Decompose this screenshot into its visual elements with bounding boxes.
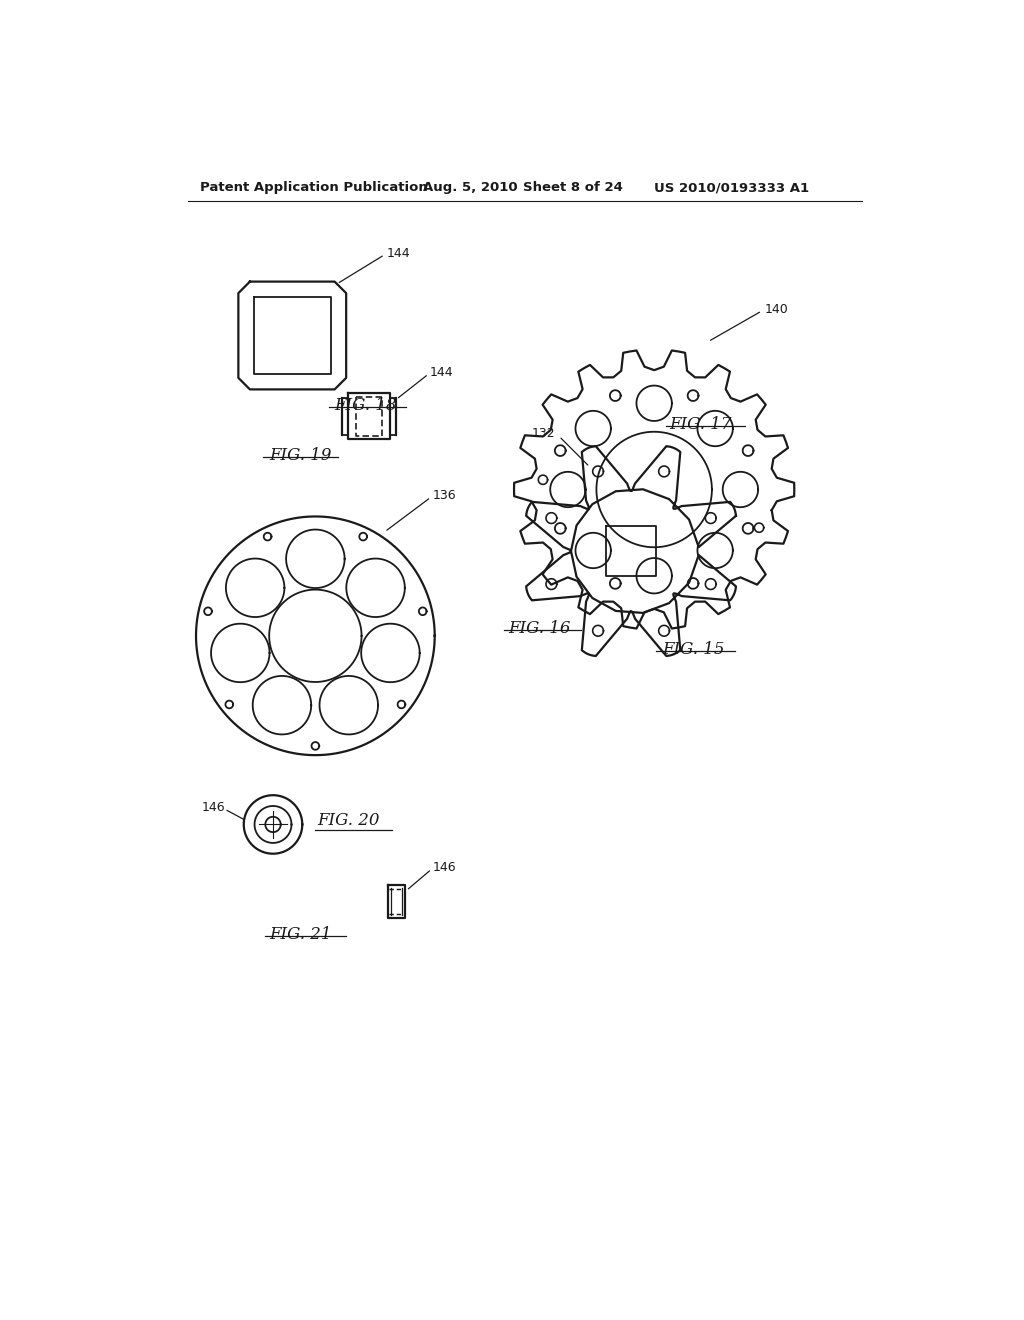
Text: FIG. 20: FIG. 20 xyxy=(317,812,380,829)
Text: FIG. 19: FIG. 19 xyxy=(269,447,332,465)
Text: FIG. 21: FIG. 21 xyxy=(269,927,332,942)
Text: 144: 144 xyxy=(386,247,410,260)
Text: 146: 146 xyxy=(433,861,457,874)
Text: 140: 140 xyxy=(764,302,788,315)
Text: FIG. 15: FIG. 15 xyxy=(662,642,724,659)
Text: FIG. 18: FIG. 18 xyxy=(335,397,397,414)
Text: Patent Application Publication: Patent Application Publication xyxy=(200,181,428,194)
Text: Aug. 5, 2010: Aug. 5, 2010 xyxy=(423,181,518,194)
Text: FIG. 16: FIG. 16 xyxy=(508,620,570,638)
Text: Sheet 8 of 24: Sheet 8 of 24 xyxy=(523,181,624,194)
Text: 146: 146 xyxy=(202,801,225,814)
Text: 144: 144 xyxy=(430,366,454,379)
Text: 136: 136 xyxy=(433,490,457,502)
Text: 132: 132 xyxy=(532,428,556,441)
Text: US 2010/0193333 A1: US 2010/0193333 A1 xyxy=(654,181,809,194)
Text: FIG. 17: FIG. 17 xyxy=(670,416,732,433)
